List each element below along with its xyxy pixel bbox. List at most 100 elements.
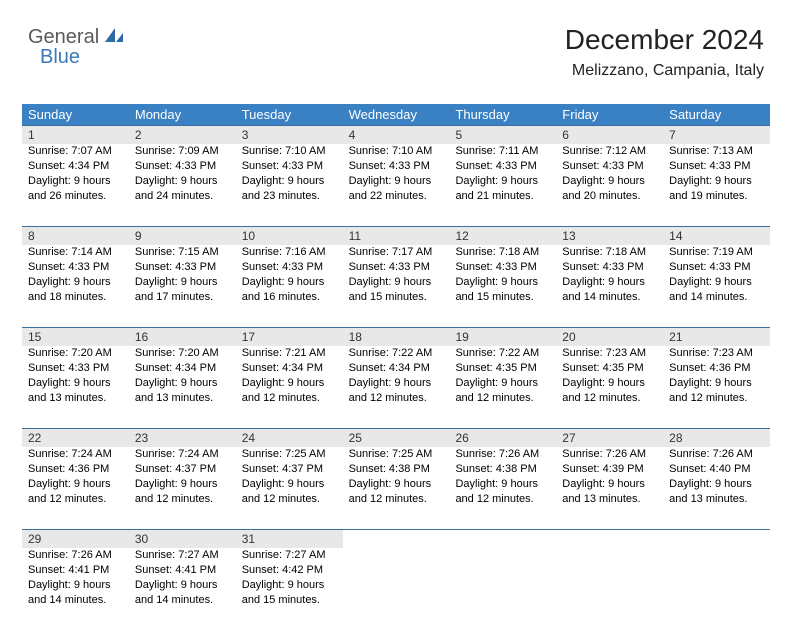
sunrise-line: Sunrise: 7:10 AM (242, 144, 337, 159)
day-cell: Sunrise: 7:26 AMSunset: 4:38 PMDaylight:… (449, 447, 556, 529)
sunset-line: Sunset: 4:33 PM (28, 361, 123, 376)
daylight-line: Daylight: 9 hours and 13 minutes. (669, 477, 764, 507)
day-number: 21 (663, 328, 770, 346)
sunrise-line: Sunrise: 7:13 AM (669, 144, 764, 159)
day-cell: Sunrise: 7:10 AMSunset: 4:33 PMDaylight:… (343, 144, 450, 226)
day-number: 3 (236, 126, 343, 144)
day-cell: Sunrise: 7:26 AMSunset: 4:41 PMDaylight:… (22, 548, 129, 630)
day-number: 16 (129, 328, 236, 346)
daylight-line: Daylight: 9 hours and 14 minutes. (135, 578, 230, 608)
sunrise-line: Sunrise: 7:22 AM (349, 346, 444, 361)
sunset-line: Sunset: 4:36 PM (28, 462, 123, 477)
daylight-line: Daylight: 9 hours and 13 minutes. (562, 477, 657, 507)
day-cell (343, 548, 450, 630)
day-cell: Sunrise: 7:27 AMSunset: 4:41 PMDaylight:… (129, 548, 236, 630)
day-number: 23 (129, 429, 236, 447)
daylight-line: Daylight: 9 hours and 12 minutes. (242, 477, 337, 507)
day-number-band: 1234567 (22, 125, 770, 144)
daylight-line: Daylight: 9 hours and 13 minutes. (135, 376, 230, 406)
day-number: 30 (129, 530, 236, 548)
day-number: 7 (663, 126, 770, 144)
sunset-line: Sunset: 4:42 PM (242, 563, 337, 578)
daylight-line: Daylight: 9 hours and 12 minutes. (28, 477, 123, 507)
sunset-line: Sunset: 4:34 PM (349, 361, 444, 376)
sunrise-line: Sunrise: 7:27 AM (135, 548, 230, 563)
day-cell: Sunrise: 7:27 AMSunset: 4:42 PMDaylight:… (236, 548, 343, 630)
sunrise-line: Sunrise: 7:12 AM (562, 144, 657, 159)
week-row: Sunrise: 7:07 AMSunset: 4:34 PMDaylight:… (22, 144, 770, 226)
day-cell: Sunrise: 7:23 AMSunset: 4:36 PMDaylight:… (663, 346, 770, 428)
week-row: Sunrise: 7:20 AMSunset: 4:33 PMDaylight:… (22, 346, 770, 428)
day-number (663, 530, 770, 548)
day-cell: Sunrise: 7:22 AMSunset: 4:34 PMDaylight:… (343, 346, 450, 428)
day-number: 5 (449, 126, 556, 144)
day-cell (663, 548, 770, 630)
daylight-line: Daylight: 9 hours and 12 minutes. (455, 376, 550, 406)
day-number: 9 (129, 227, 236, 245)
day-number: 31 (236, 530, 343, 548)
sunset-line: Sunset: 4:40 PM (669, 462, 764, 477)
day-cell: Sunrise: 7:11 AMSunset: 4:33 PMDaylight:… (449, 144, 556, 226)
sunset-line: Sunset: 4:41 PM (28, 563, 123, 578)
day-number: 2 (129, 126, 236, 144)
sunrise-line: Sunrise: 7:18 AM (455, 245, 550, 260)
month-title: December 2024 (565, 24, 764, 56)
day-cell: Sunrise: 7:25 AMSunset: 4:38 PMDaylight:… (343, 447, 450, 529)
sunrise-line: Sunrise: 7:26 AM (562, 447, 657, 462)
day-cell: Sunrise: 7:18 AMSunset: 4:33 PMDaylight:… (449, 245, 556, 327)
sunrise-line: Sunrise: 7:17 AM (349, 245, 444, 260)
sunset-line: Sunset: 4:33 PM (562, 159, 657, 174)
day-number: 8 (22, 227, 129, 245)
day-number: 4 (343, 126, 450, 144)
location: Melizzano, Campania, Italy (565, 62, 764, 80)
sunset-line: Sunset: 4:33 PM (135, 260, 230, 275)
daylight-line: Daylight: 9 hours and 20 minutes. (562, 174, 657, 204)
day-number: 19 (449, 328, 556, 346)
sunrise-line: Sunrise: 7:23 AM (562, 346, 657, 361)
day-number-band: 15161718192021 (22, 327, 770, 346)
daylight-line: Daylight: 9 hours and 15 minutes. (349, 275, 444, 305)
day-cell: Sunrise: 7:10 AMSunset: 4:33 PMDaylight:… (236, 144, 343, 226)
day-number (449, 530, 556, 548)
day-number: 12 (449, 227, 556, 245)
day-cell: Sunrise: 7:24 AMSunset: 4:36 PMDaylight:… (22, 447, 129, 529)
sunrise-line: Sunrise: 7:15 AM (135, 245, 230, 260)
daylight-line: Daylight: 9 hours and 14 minutes. (28, 578, 123, 608)
sunset-line: Sunset: 4:41 PM (135, 563, 230, 578)
sunrise-line: Sunrise: 7:26 AM (455, 447, 550, 462)
sunset-line: Sunset: 4:33 PM (669, 159, 764, 174)
sunrise-line: Sunrise: 7:10 AM (349, 144, 444, 159)
sunset-line: Sunset: 4:37 PM (242, 462, 337, 477)
day-number: 18 (343, 328, 450, 346)
day-cell: Sunrise: 7:21 AMSunset: 4:34 PMDaylight:… (236, 346, 343, 428)
daylight-line: Daylight: 9 hours and 12 minutes. (455, 477, 550, 507)
sunset-line: Sunset: 4:33 PM (349, 159, 444, 174)
daylight-line: Daylight: 9 hours and 12 minutes. (349, 477, 444, 507)
sunset-line: Sunset: 4:38 PM (455, 462, 550, 477)
sunrise-line: Sunrise: 7:22 AM (455, 346, 550, 361)
calendar: SundayMondayTuesdayWednesdayThursdayFrid… (22, 104, 770, 630)
day-number: 13 (556, 227, 663, 245)
title-block: December 2024 Melizzano, Campania, Italy (565, 24, 764, 80)
day-number: 26 (449, 429, 556, 447)
sunrise-line: Sunrise: 7:25 AM (242, 447, 337, 462)
daylight-line: Daylight: 9 hours and 18 minutes. (28, 275, 123, 305)
day-number: 24 (236, 429, 343, 447)
day-cell: Sunrise: 7:22 AMSunset: 4:35 PMDaylight:… (449, 346, 556, 428)
week-row: Sunrise: 7:26 AMSunset: 4:41 PMDaylight:… (22, 548, 770, 630)
calendar-header-row: SundayMondayTuesdayWednesdayThursdayFrid… (22, 104, 770, 125)
sunrise-line: Sunrise: 7:23 AM (669, 346, 764, 361)
sunset-line: Sunset: 4:33 PM (349, 260, 444, 275)
daylight-line: Daylight: 9 hours and 16 minutes. (242, 275, 337, 305)
sunset-line: Sunset: 4:39 PM (562, 462, 657, 477)
sunrise-line: Sunrise: 7:11 AM (455, 144, 550, 159)
day-header: Sunday (22, 104, 129, 125)
sunrise-line: Sunrise: 7:25 AM (349, 447, 444, 462)
day-cell: Sunrise: 7:24 AMSunset: 4:37 PMDaylight:… (129, 447, 236, 529)
day-cell: Sunrise: 7:17 AMSunset: 4:33 PMDaylight:… (343, 245, 450, 327)
daylight-line: Daylight: 9 hours and 21 minutes. (455, 174, 550, 204)
daylight-line: Daylight: 9 hours and 15 minutes. (455, 275, 550, 305)
day-cell (449, 548, 556, 630)
day-header: Tuesday (236, 104, 343, 125)
sunrise-line: Sunrise: 7:21 AM (242, 346, 337, 361)
